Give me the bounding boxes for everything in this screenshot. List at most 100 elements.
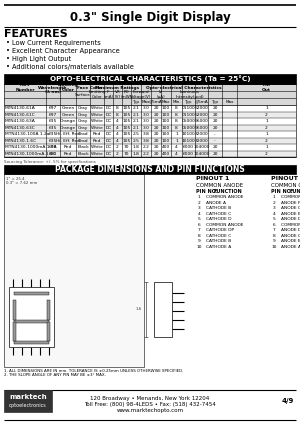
Text: MTN4130-63C: MTN4130-63C [5, 126, 36, 130]
Text: MTN4130-61A: MTN4130-61A [5, 106, 36, 110]
Text: 5: 5 [198, 217, 200, 221]
Text: 6000: 6000 [183, 145, 194, 149]
Text: Grad: Grad [78, 132, 88, 136]
Text: DC: DC [105, 132, 112, 136]
Text: DC: DC [105, 145, 112, 149]
Bar [4, 390, 52, 412]
Text: 8: 8 [116, 113, 119, 117]
Text: 105: 105 [122, 113, 131, 117]
Bar [4, 125, 296, 131]
Text: MTN4130-1000mA-1.0C: MTN4130-1000mA-1.0C [5, 152, 57, 156]
Text: 1: 1 [265, 119, 268, 123]
Text: Emitting
Color: Emitting Color [58, 83, 78, 92]
Text: PD
(mW): PD (mW) [121, 90, 132, 99]
Text: 2.5: 2.5 [133, 132, 140, 136]
Text: 105: 105 [122, 132, 131, 136]
Text: 100: 100 [162, 113, 170, 117]
Text: 4: 4 [116, 119, 119, 123]
Text: 2: 2 [265, 126, 268, 130]
Bar [4, 144, 296, 150]
Text: 1: 1 [265, 106, 268, 110]
Text: Green: Green [61, 106, 75, 110]
Text: 70: 70 [124, 152, 129, 156]
Text: COMMON ANODE: COMMON ANODE [206, 223, 244, 227]
Text: Max: Max [142, 99, 150, 104]
Text: 20: 20 [212, 145, 218, 149]
Text: Orange: Orange [60, 119, 76, 123]
Text: White: White [91, 145, 103, 149]
Text: 697: 697 [49, 113, 57, 117]
Text: 1.8: 1.8 [133, 152, 140, 156]
Text: ANODE E: ANODE E [281, 212, 300, 215]
Text: 10100: 10100 [182, 132, 195, 136]
Text: DC: DC [105, 106, 112, 110]
Text: 100: 100 [162, 132, 170, 136]
Text: 01100: 01100 [182, 106, 195, 110]
Text: 2.1: 2.1 [133, 106, 140, 110]
Text: optoelectronics: optoelectronics [9, 402, 47, 408]
Text: 635: 635 [49, 139, 57, 143]
Bar [4, 84, 296, 105]
Text: 32000: 32000 [195, 139, 208, 143]
Text: Low Current Requirements: Low Current Requirements [12, 40, 101, 46]
Text: Additional colors/materials available: Additional colors/materials available [12, 64, 134, 70]
Text: •: • [6, 64, 10, 70]
Text: 3: 3 [273, 206, 275, 210]
Text: Opto-electrical Characteristics: Opto-electrical Characteristics [146, 85, 222, 90]
Bar [14, 341, 49, 344]
Text: Luminous
Intensity(μcd): Luminous Intensity(μcd) [175, 90, 204, 99]
Text: 20: 20 [153, 113, 159, 117]
Text: 2: 2 [265, 139, 268, 143]
Bar [4, 74, 296, 84]
Bar [47, 300, 50, 320]
Text: 400: 400 [162, 152, 170, 156]
Text: 0.3" Single Digit Display: 0.3" Single Digit Display [70, 11, 230, 23]
Text: White: White [91, 113, 103, 117]
Text: 8: 8 [273, 233, 275, 238]
Text: www.marktechopto.com: www.marktechopto.com [116, 408, 184, 413]
Text: 2. THE SLOPE ANGLE OF ANY PIN MAY BE ±3° MAX.: 2. THE SLOPE ANGLE OF ANY PIN MAY BE ±3°… [4, 373, 106, 377]
Text: Gray: Gray [78, 113, 88, 117]
Text: 105: 105 [122, 106, 131, 110]
Text: 6: 6 [198, 223, 200, 227]
Text: 20: 20 [153, 106, 159, 110]
Text: 120 Broadway • Menands, New York 12204: 120 Broadway • Menands, New York 12204 [90, 396, 210, 401]
Text: 05000: 05000 [182, 119, 195, 123]
Text: 6000: 6000 [183, 152, 194, 156]
Text: FUNCTION: FUNCTION [289, 189, 300, 194]
Text: 1.8: 1.8 [133, 145, 140, 149]
Text: COMMON CATHODE: COMMON CATHODE [281, 223, 300, 227]
Text: 1" = 25.4: 1" = 25.4 [6, 177, 25, 181]
Text: Excellent Character Appearance: Excellent Character Appearance [12, 48, 120, 54]
Text: -: - [214, 139, 216, 143]
Text: 10100: 10100 [182, 139, 195, 143]
Text: 20: 20 [153, 139, 159, 143]
Text: 8: 8 [175, 113, 178, 117]
Text: 20: 20 [212, 126, 218, 130]
Bar [4, 150, 296, 157]
Bar [47, 321, 50, 341]
Text: 20: 20 [212, 106, 218, 110]
Text: ANODE A: ANODE A [206, 201, 226, 204]
Text: ANODE C: ANODE C [281, 233, 300, 238]
Text: 9: 9 [273, 239, 275, 243]
Text: 7: 7 [273, 228, 275, 232]
Text: MTN4130-1.6C: MTN4130-1.6C [5, 139, 37, 143]
Text: DC: DC [105, 119, 112, 123]
Text: CATHODE DP: CATHODE DP [206, 228, 234, 232]
Text: 2: 2 [116, 152, 119, 156]
Text: 8: 8 [175, 106, 178, 110]
Text: 20: 20 [153, 152, 159, 156]
Text: FUNCTION: FUNCTION [214, 189, 243, 194]
Text: 3.8: 3.8 [142, 139, 149, 143]
Text: Red: Red [64, 152, 72, 156]
Text: 0.3" = 7.62 mm: 0.3" = 7.62 mm [6, 181, 38, 185]
Text: Sourcing Tolerance: +/- 5% for specifications: Sourcing Tolerance: +/- 5% for specifica… [4, 160, 96, 164]
Text: 660: 660 [49, 145, 57, 149]
Text: Hi. Eff. Red: Hi. Eff. Red [56, 132, 80, 136]
Text: White: White [91, 152, 103, 156]
Text: 56000: 56000 [195, 126, 208, 130]
Text: 1: 1 [265, 145, 268, 149]
Text: 1: 1 [175, 139, 178, 143]
Text: Typ.: Typ. [184, 99, 193, 104]
